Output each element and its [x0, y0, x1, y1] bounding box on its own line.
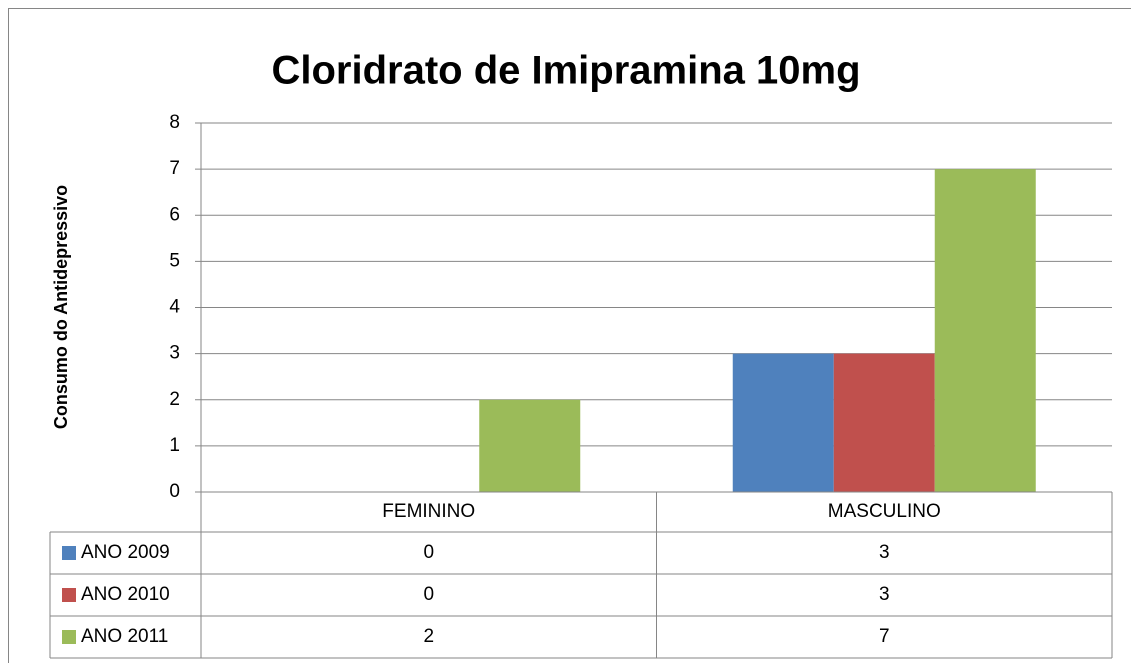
legend-label: ANO 2009 [81, 542, 170, 563]
y-tick-label: 2 [169, 389, 180, 410]
chart-border [8, 8, 1131, 663]
bar [833, 353, 935, 492]
y-tick-label: 5 [169, 250, 180, 271]
y-tick-label: 1 [169, 435, 180, 456]
table-cell: 3 [879, 542, 890, 563]
legend-swatch [62, 630, 76, 644]
table-cell: 0 [423, 542, 434, 563]
y-tick-label: 0 [169, 481, 180, 502]
y-tick-label: 8 [169, 112, 180, 133]
chart-title: Cloridrato de Imipramina 10mg [271, 49, 860, 93]
x-tick-label: FEMININO [382, 501, 475, 522]
bar [732, 353, 834, 492]
legend-swatch [62, 546, 76, 560]
legend-swatch [62, 588, 76, 602]
bar [479, 399, 581, 492]
legend-label: ANO 2010 [81, 584, 170, 605]
y-tick-label: 3 [169, 343, 180, 364]
y-tick-label: 7 [169, 158, 180, 179]
y-axis-label: Consumo do Antidepressivo [51, 185, 71, 429]
bar [934, 169, 1036, 492]
y-tick-label: 4 [169, 297, 180, 318]
x-tick-label: MASCULINO [828, 501, 941, 522]
table-cell: 0 [423, 584, 434, 605]
table-cell: 3 [879, 584, 890, 605]
table-cell: 2 [423, 626, 434, 647]
table-cell: 7 [879, 626, 890, 647]
y-tick-label: 6 [169, 204, 180, 225]
legend-label: ANO 2011 [81, 626, 168, 647]
